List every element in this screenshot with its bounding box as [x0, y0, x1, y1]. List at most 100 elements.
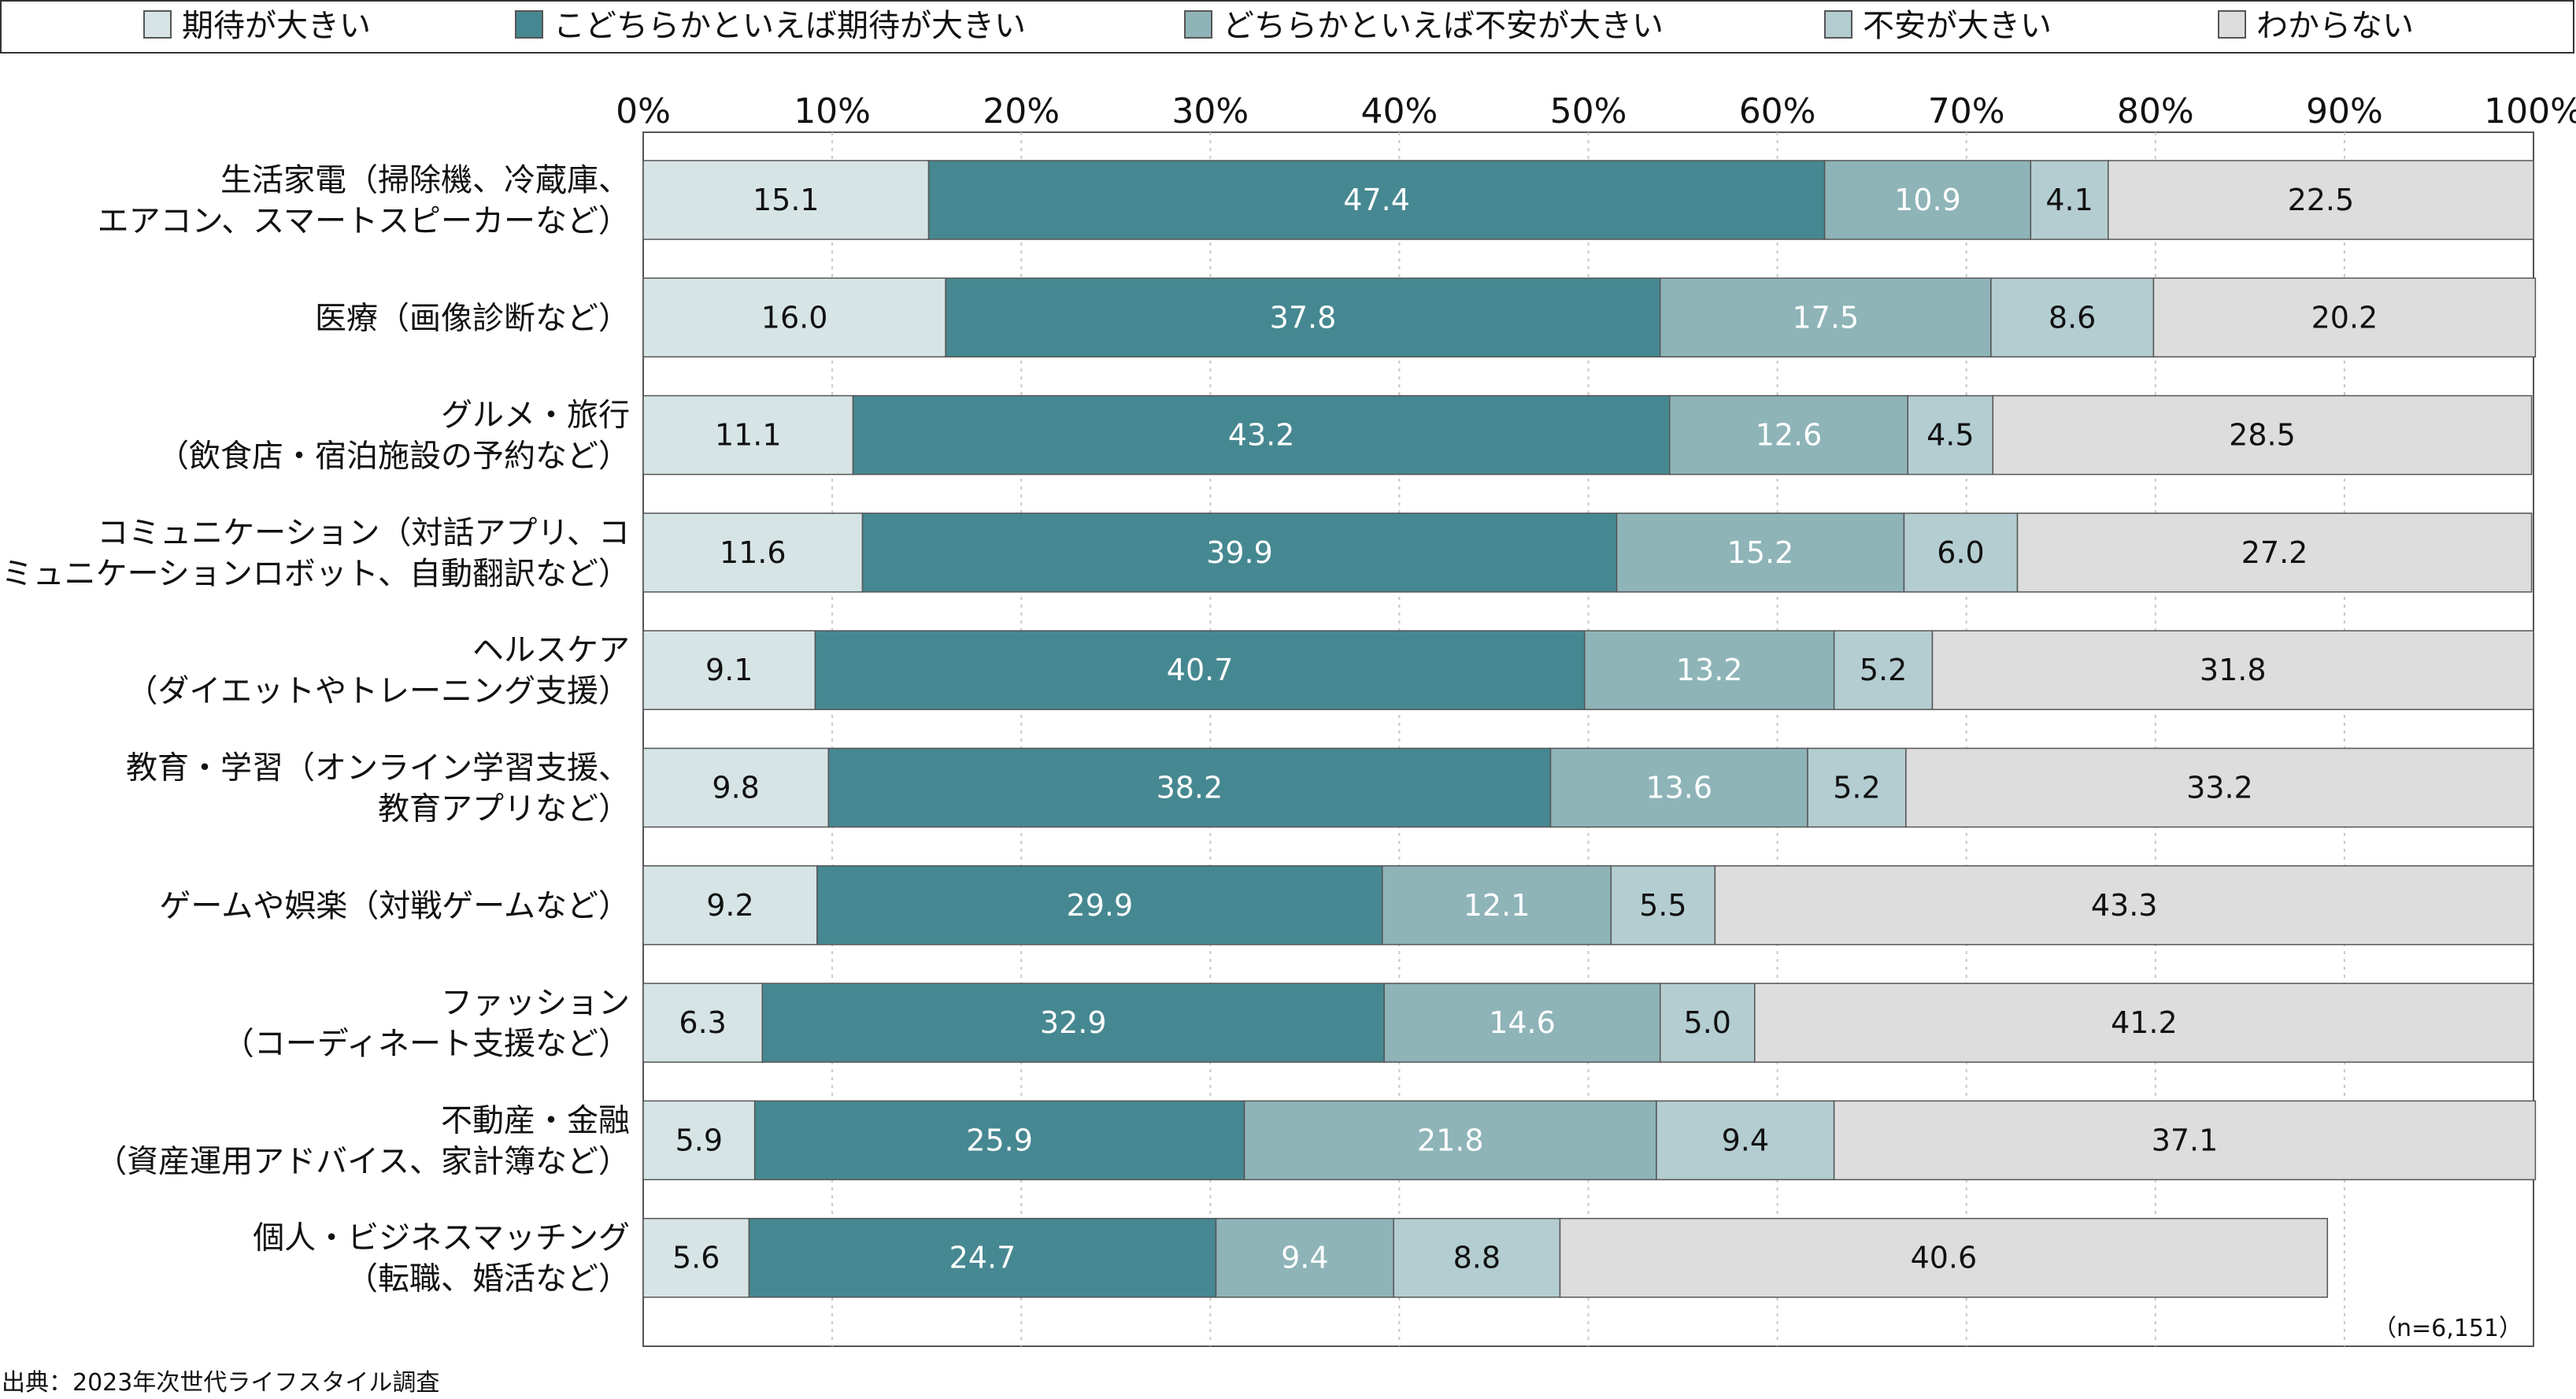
data-label: 12.6 [1756, 418, 1823, 453]
data-label: 11.6 [720, 535, 786, 570]
data-label: 4.5 [1926, 418, 1974, 453]
bar-segment [816, 865, 1383, 946]
data-label: 31.8 [2200, 653, 2267, 687]
category-label: 不動産・金融 [441, 1102, 630, 1138]
bar-segment [1907, 394, 1994, 476]
bar-segment [761, 983, 1385, 1063]
bar-segment [852, 394, 1671, 476]
data-label: 5.6 [672, 1241, 720, 1275]
data-label: 37.8 [1270, 300, 1337, 335]
bar-segment [1668, 394, 1909, 476]
bar-segment [827, 747, 1552, 828]
legend: 期待が大きい こどちらかといえば期待が大きい どちらかといえば不安が大きい 不安が大き… [0, 0, 2574, 54]
bar-segment [1382, 865, 1612, 946]
data-label: 24.7 [949, 1241, 1016, 1275]
category-label: グルメ・旅行 [441, 398, 630, 434]
x-tick-label: 30% [1171, 91, 1249, 131]
category-label: 教育・学習（オンライン学習支援、 [126, 750, 630, 786]
bar-segment [1656, 1100, 1835, 1181]
data-label: 8.6 [2049, 300, 2096, 335]
bar-segment [642, 277, 946, 358]
data-label: 13.6 [1645, 771, 1712, 805]
data-label: 11.1 [715, 418, 782, 453]
data-label: 28.5 [2229, 418, 2296, 453]
legend-swatch [2218, 10, 2246, 39]
legend-frame [0, 0, 2574, 54]
legend-label: 期待が大きい [182, 8, 371, 44]
bar-segment [1393, 1217, 1561, 1298]
bar-segment [642, 394, 854, 476]
bar-segment [1807, 747, 1907, 828]
bar-segment [2030, 160, 2109, 240]
data-label: 40.6 [1911, 1241, 1978, 1275]
category-label: （コーディネート支援など） [223, 1026, 630, 1062]
bar-segment [642, 747, 830, 828]
category-label: 医療（画像診断など） [315, 300, 630, 336]
bar-segment [1616, 513, 1905, 593]
category-label: ファッション [441, 985, 630, 1021]
data-label: 32.9 [1040, 1005, 1107, 1040]
bar-segment [642, 983, 764, 1063]
data-label: 9.4 [1722, 1123, 1769, 1157]
bar-segment [945, 277, 1661, 358]
bar-segment [927, 160, 1826, 240]
data-label: 15.2 [1727, 535, 1794, 570]
data-label: 9.8 [712, 771, 759, 805]
x-tick-label: 20% [983, 91, 1060, 131]
x-tick-label: 60% [1739, 91, 1816, 131]
legend-swatch [1824, 10, 1852, 39]
bar-segment [1992, 394, 2533, 476]
data-label: 29.9 [1067, 888, 1134, 923]
legend-swatch [143, 10, 172, 39]
bar-segment [1243, 1100, 1657, 1181]
legend-label: どちらかといえば不安が大きい [1223, 8, 1664, 44]
data-label: 21.8 [1417, 1123, 1484, 1157]
data-label: 4.1 [2045, 183, 2093, 217]
data-label: 22.5 [2288, 183, 2355, 217]
data-label: 6.0 [1937, 535, 1984, 570]
bar-segment [1659, 983, 1756, 1063]
data-label: 5.2 [1860, 653, 1907, 687]
category-label: ヘルスケア [472, 632, 630, 668]
bar-segment [2108, 160, 2534, 240]
data-label: 25.9 [966, 1123, 1033, 1157]
data-label: 17.5 [1793, 300, 1860, 335]
bar-segment [1903, 513, 2019, 593]
source-note: 出典：2023年次世代ライフスタイル調査 [2, 1369, 439, 1397]
data-label: 33.2 [2186, 771, 2253, 805]
data-label: 5.5 [1639, 888, 1686, 923]
bar-segment [1931, 630, 2534, 710]
data-label: 5.0 [1684, 1005, 1731, 1040]
data-label: 43.2 [1228, 418, 1295, 453]
data-label: 39.9 [1206, 535, 1273, 570]
data-label: 6.3 [679, 1005, 726, 1040]
data-label: 40.7 [1167, 653, 1234, 687]
category-label: （飲食店・宿泊施設の予約など） [157, 439, 630, 475]
plot-area: 0% 10% 20% 30% 40% 50% 60% 70% 80% 90% 100% 15.1 47.… [2, 91, 2576, 1347]
bar-segment [1714, 865, 2534, 946]
x-tick-label: 0% [616, 91, 671, 131]
category-label: ミュニケーションロボット、自動翻訳など） [2, 556, 630, 592]
data-label: 9.4 [1281, 1241, 1328, 1275]
data-label: 47.4 [1343, 183, 1410, 217]
bar-segment [1823, 160, 2032, 240]
category-label: コミュニケーション（対話アプリ、コ [97, 515, 630, 551]
category-label: 教育アプリなど） [378, 791, 630, 827]
data-label: 14.6 [1489, 1005, 1556, 1040]
bar-segment [1559, 1217, 2329, 1298]
data-label: 43.3 [2091, 888, 2158, 923]
bar-segment [1905, 747, 2534, 828]
category-label: （資産運用アドバイス、家計簿など） [95, 1143, 630, 1179]
category-label: 生活家電（掃除機、冷蔵庫、 [220, 162, 630, 198]
data-label: 8.8 [1453, 1241, 1501, 1275]
bar-segment [2016, 513, 2533, 593]
legend-swatch [515, 10, 543, 39]
bar-segment [642, 1100, 756, 1181]
data-label: 9.1 [705, 653, 753, 687]
x-tick-label: 40% [1361, 91, 1438, 131]
data-label: 15.1 [753, 183, 820, 217]
data-label: 16.0 [761, 300, 828, 335]
category-label: （転職、婚活など） [346, 1261, 630, 1297]
sample-size-note: （n=6,151） [2373, 1315, 2522, 1342]
